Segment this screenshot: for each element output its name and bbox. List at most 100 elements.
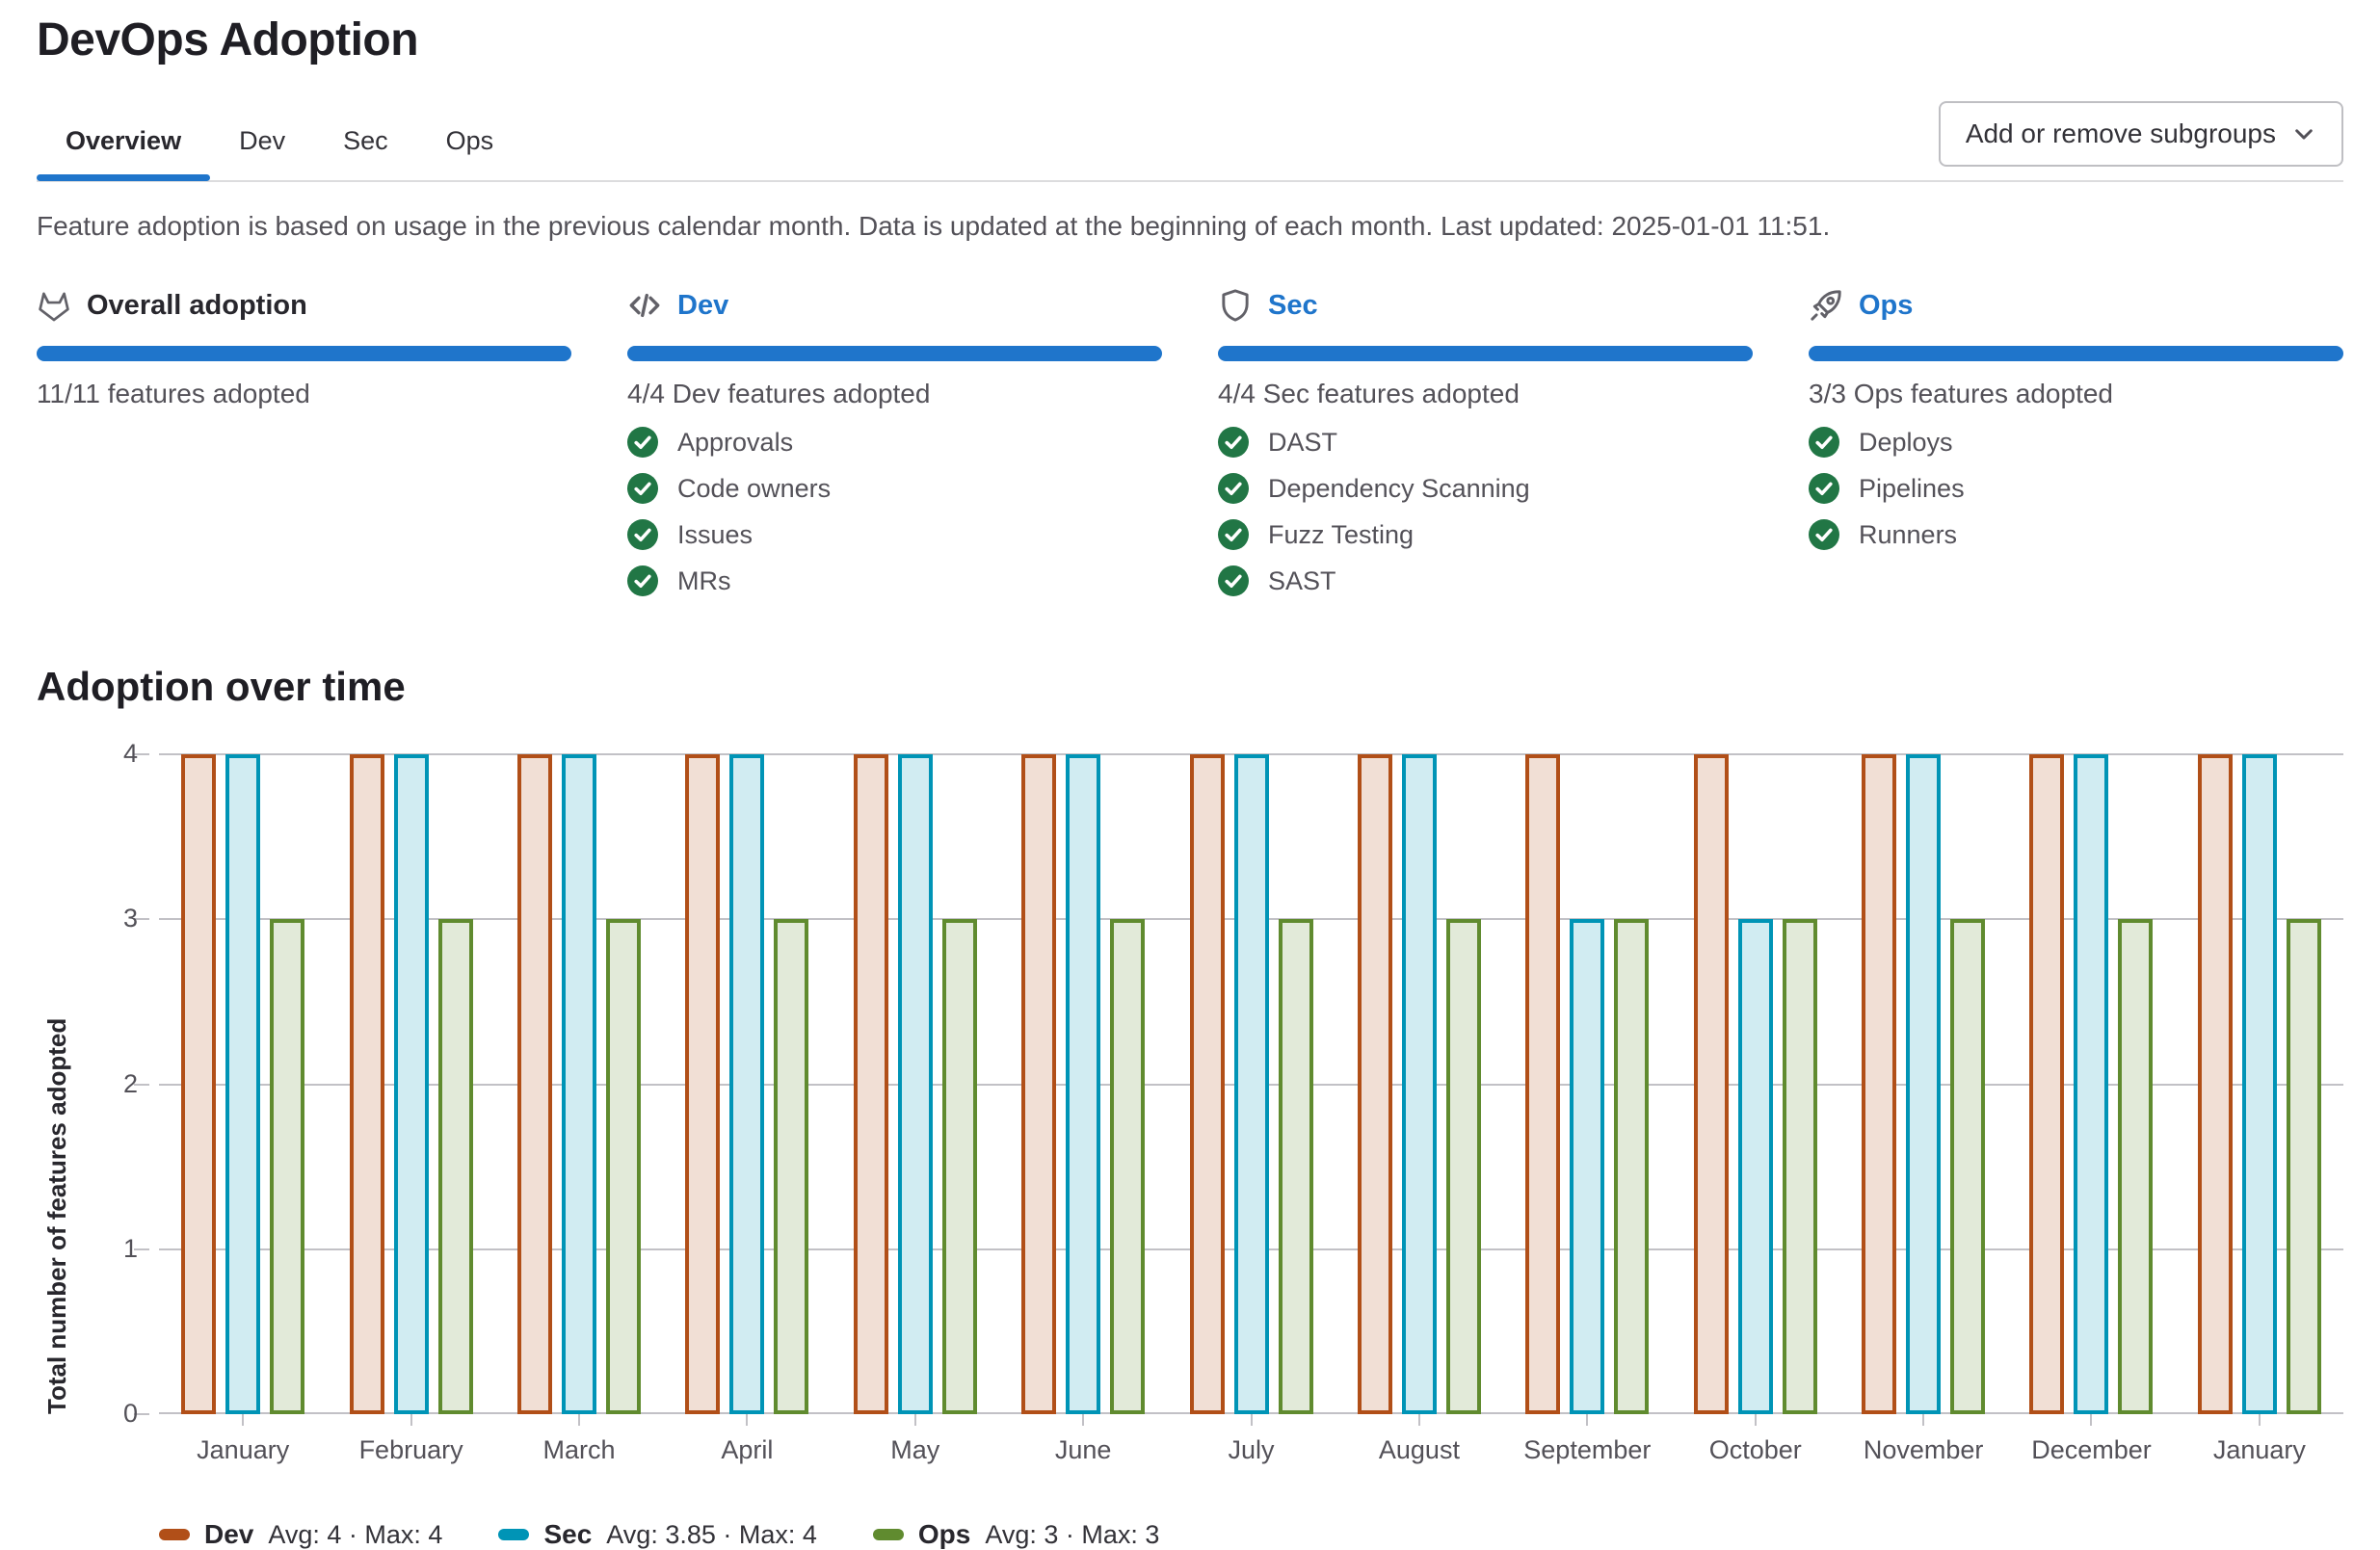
dev-bar bbox=[2197, 754, 2233, 1414]
x-label-may-4: May bbox=[832, 1414, 999, 1465]
dev-bar bbox=[1525, 754, 1561, 1414]
sec-bar bbox=[2074, 754, 2109, 1414]
sec-bar bbox=[561, 754, 596, 1414]
x-tick-mark bbox=[577, 1414, 580, 1426]
bar-group-december-11 bbox=[2007, 754, 2175, 1414]
feature-label: SAST bbox=[1268, 565, 1336, 595]
x-tick-mark bbox=[242, 1414, 245, 1426]
add-remove-subgroups-button[interactable]: Add or remove subgroups bbox=[1938, 101, 2343, 167]
dev-bar bbox=[349, 754, 384, 1414]
check-circle-icon bbox=[1809, 519, 1839, 550]
check-circle-icon bbox=[1218, 565, 1249, 596]
check-circle-icon bbox=[1218, 519, 1249, 550]
bar-group-november-10 bbox=[1839, 754, 2007, 1414]
ops-bar bbox=[437, 919, 473, 1414]
x-label-february-1: February bbox=[327, 1414, 494, 1465]
sec-bar bbox=[729, 754, 765, 1414]
ops-bar bbox=[605, 919, 641, 1414]
tab-overview[interactable]: Overview bbox=[37, 103, 211, 181]
card-header: Ops bbox=[1809, 284, 2343, 327]
feature-item-dependency-scanning: Dependency Scanning bbox=[1218, 465, 1753, 512]
bar-group-april-3 bbox=[663, 754, 831, 1414]
x-tick-mark bbox=[1922, 1414, 1925, 1426]
x-axis-labels: January February March April May June July Augu… bbox=[159, 1414, 2343, 1465]
dev-bar bbox=[1693, 754, 1729, 1414]
dev-bar bbox=[853, 754, 888, 1414]
y-tick-label: 4 bbox=[122, 739, 138, 768]
bar-group-february-1 bbox=[327, 754, 494, 1414]
card-header: Sec bbox=[1218, 284, 1753, 327]
check-circle-icon bbox=[627, 565, 658, 596]
feature-label: Code owners bbox=[677, 473, 832, 503]
feature-item-dast: DAST bbox=[1218, 419, 1753, 465]
sec-bar bbox=[1737, 919, 1773, 1414]
x-tick-mark bbox=[1754, 1414, 1757, 1426]
ops-bar bbox=[941, 919, 977, 1414]
feature-item-sast: SAST bbox=[1218, 558, 1753, 604]
month-label: October bbox=[1708, 1435, 1802, 1464]
legend-swatch-dev bbox=[159, 1529, 190, 1540]
check-circle-icon bbox=[1218, 427, 1249, 458]
x-tick-mark bbox=[746, 1414, 749, 1426]
feature-item-deploys: Deploys bbox=[1809, 419, 2343, 465]
x-tick-mark bbox=[1586, 1414, 1589, 1426]
progress-bar bbox=[1809, 346, 2343, 361]
month-label: April bbox=[721, 1435, 774, 1464]
bar-group-july-6 bbox=[1167, 754, 1335, 1414]
feature-item-code-owners: Code owners bbox=[627, 465, 1162, 512]
y-axis-title: Total number of features adopted bbox=[42, 1017, 71, 1414]
gitlab-tanuki-icon bbox=[37, 288, 71, 323]
tab-sec[interactable]: Sec bbox=[343, 125, 388, 155]
sec-bar bbox=[1906, 754, 1942, 1414]
adoption-card-ops: Ops 3/3 Ops features adopted Deploys Pipeli… bbox=[1809, 284, 2343, 604]
dev-bar bbox=[1357, 754, 1392, 1414]
chevron-down-icon bbox=[2291, 121, 2316, 146]
sec-bar bbox=[2241, 754, 2277, 1414]
feature-label: Approvals bbox=[677, 427, 794, 457]
bar-group-january-12 bbox=[2176, 754, 2343, 1414]
feature-label: Deploys bbox=[1859, 427, 1953, 457]
chart-plot-area: 0 1 2 3 4 bbox=[123, 741, 2343, 1427]
tabs-nav: Overview Dev Sec Ops bbox=[37, 103, 522, 181]
tab-ops[interactable]: Ops bbox=[445, 125, 494, 155]
feature-label: Fuzz Testing bbox=[1268, 519, 1415, 549]
feature-label: Runners bbox=[1859, 519, 1958, 549]
adoption-over-time-title: Adoption over time bbox=[37, 664, 406, 709]
ops-bar bbox=[1782, 919, 1817, 1414]
shield-icon bbox=[1218, 288, 1253, 323]
x-tick-mark bbox=[2258, 1414, 2261, 1426]
x-tick-mark bbox=[410, 1414, 412, 1426]
card-header: Overall adoption bbox=[37, 284, 571, 327]
month-label: January bbox=[2212, 1435, 2306, 1464]
x-label-january-12: January bbox=[2176, 1414, 2343, 1465]
feature-item-pipelines: Pipelines bbox=[1809, 465, 2343, 512]
progress-bar bbox=[37, 346, 571, 361]
legend-item-dev[interactable]: Dev Avg: 4 · Max: 4 bbox=[159, 1519, 442, 1550]
page-description: Feature adoption is based on usage in th… bbox=[37, 211, 1831, 241]
x-label-december-11: December bbox=[2007, 1414, 2175, 1465]
tab-dev[interactable]: Dev bbox=[239, 125, 286, 155]
y-tick-mark bbox=[134, 1083, 149, 1086]
card-title: Overall adoption bbox=[87, 289, 307, 321]
card-title-link[interactable]: Ops bbox=[1859, 289, 1914, 321]
tab-bar: Overview Dev Sec Ops Add or remove subgroup… bbox=[37, 101, 2343, 182]
rocket-icon bbox=[1809, 288, 1843, 323]
feature-label: MRs bbox=[677, 565, 731, 595]
card-title-link[interactable]: Dev bbox=[677, 289, 729, 321]
y-tick-mark bbox=[134, 1413, 149, 1415]
feature-label: DAST bbox=[1268, 427, 1338, 457]
card-title-link[interactable]: Sec bbox=[1268, 289, 1318, 321]
legend-item-sec[interactable]: Sec Avg: 3.85 · Max: 4 bbox=[498, 1519, 817, 1550]
ops-bar bbox=[2118, 919, 2154, 1414]
ops-bar bbox=[2286, 919, 2321, 1414]
x-tick-mark bbox=[913, 1414, 916, 1426]
legend-series-name: Sec bbox=[543, 1519, 593, 1549]
month-label: March bbox=[542, 1435, 616, 1464]
x-tick-mark bbox=[1082, 1414, 1085, 1426]
legend-swatch-ops bbox=[872, 1529, 904, 1540]
x-label-september-8: September bbox=[1503, 1414, 1671, 1465]
legend-item-ops[interactable]: Ops Avg: 3 · Max: 3 bbox=[872, 1519, 1159, 1550]
y-tick-mark bbox=[134, 1248, 149, 1250]
dev-bar bbox=[685, 754, 721, 1414]
